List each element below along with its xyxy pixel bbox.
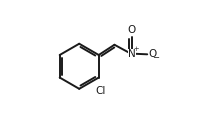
Text: O: O (149, 49, 157, 59)
Text: −: − (152, 53, 159, 62)
Text: O: O (127, 25, 136, 35)
Text: N: N (128, 49, 135, 59)
Text: Cl: Cl (95, 86, 105, 96)
Text: +: + (133, 46, 139, 52)
